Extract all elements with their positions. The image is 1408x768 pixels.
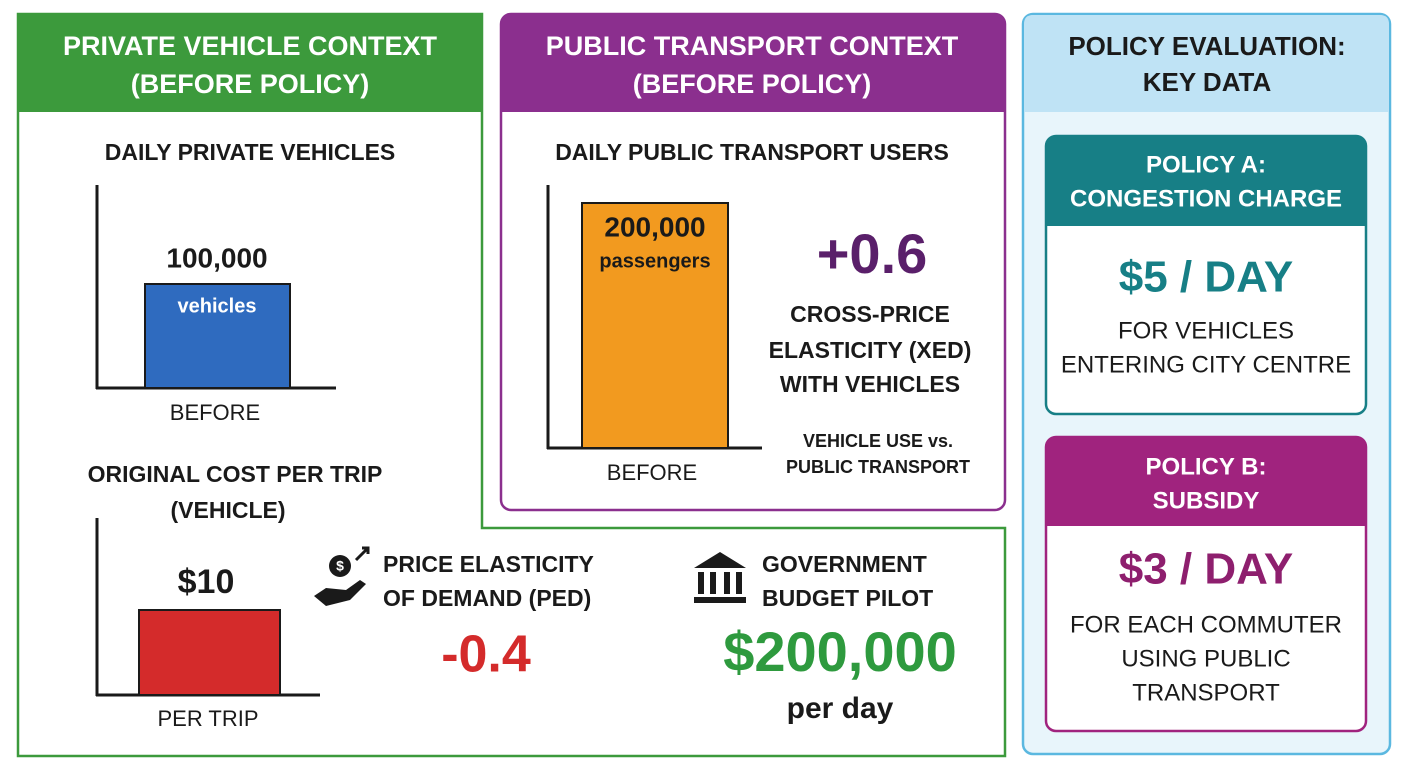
bar-unit: passengers <box>599 250 710 272</box>
policy-amount: $3 / DAY <box>1119 545 1293 594</box>
bar <box>144 283 291 389</box>
x-label: BEFORE <box>170 400 260 425</box>
policy-title: POLICY A: <box>1146 151 1266 178</box>
bar-value: $10 <box>178 563 235 601</box>
policy-desc: ENTERING CITY CENTRE <box>1061 351 1351 378</box>
bar-value: 100,000 <box>166 242 267 273</box>
metric-value: +0.6 <box>817 222 928 285</box>
policy-desc: TRANSPORT <box>1132 679 1280 706</box>
metric-label: BUDGET PILOT <box>762 585 933 611</box>
metric-value: -0.4 <box>441 626 531 684</box>
panel-title: KEY DATA <box>1143 67 1272 97</box>
money-hand-icon: $ <box>314 546 370 606</box>
metric-label: OF DEMAND (PED) <box>383 585 591 611</box>
public-header <box>501 14 1005 112</box>
policy-title: CONGESTION CHARGE <box>1070 185 1342 212</box>
policy-title: POLICY B: <box>1146 453 1267 480</box>
bar <box>138 609 281 696</box>
chart-title: DAILY PUBLIC TRANSPORT USERS <box>555 139 949 165</box>
panel-title: (BEFORE POLICY) <box>131 69 370 99</box>
policy-card-header <box>1046 136 1366 226</box>
metric-label: CROSS-PRICE <box>790 301 950 327</box>
panel-title: PRIVATE VEHICLE CONTEXT <box>63 31 438 61</box>
bar-unit: vehicles <box>178 295 257 317</box>
metric-label: PRICE ELASTICITY <box>383 551 594 577</box>
policy-header <box>1024 15 1389 112</box>
private-header <box>18 14 482 112</box>
bar <box>581 202 729 449</box>
chart-title: (VEHICLE) <box>171 497 286 523</box>
bank-icon <box>694 552 746 603</box>
metric-note: PUBLIC TRANSPORT <box>786 457 970 477</box>
metric-label: GOVERNMENT <box>762 551 927 577</box>
metric-value: $200,000 <box>723 620 957 683</box>
metric-unit: per day <box>787 692 894 725</box>
policy-desc: USING PUBLIC <box>1121 645 1290 672</box>
metric-note: VEHICLE USE vs. <box>803 431 953 451</box>
panel-title: (BEFORE POLICY) <box>633 69 872 99</box>
metric-label: ELASTICITY (XED) <box>769 337 972 363</box>
svg-text:$: $ <box>336 558 344 574</box>
chart-title: DAILY PRIVATE VEHICLES <box>105 139 396 165</box>
panel-title: PUBLIC TRANSPORT CONTEXT <box>546 31 959 61</box>
policy-amount: $5 / DAY <box>1119 253 1293 302</box>
x-label: PER TRIP <box>157 706 258 731</box>
bar-value: 200,000 <box>604 211 705 242</box>
metric-label: WITH VEHICLES <box>780 371 960 397</box>
policy-desc: FOR VEHICLES <box>1118 317 1294 344</box>
panel-title: POLICY EVALUATION: <box>1068 31 1345 61</box>
policy-title: SUBSIDY <box>1153 487 1260 514</box>
policy-card-header <box>1046 437 1366 526</box>
chart-title: ORIGINAL COST PER TRIP <box>88 461 383 487</box>
policy-desc: FOR EACH COMMUTER <box>1070 611 1342 638</box>
x-label: BEFORE <box>607 460 697 485</box>
